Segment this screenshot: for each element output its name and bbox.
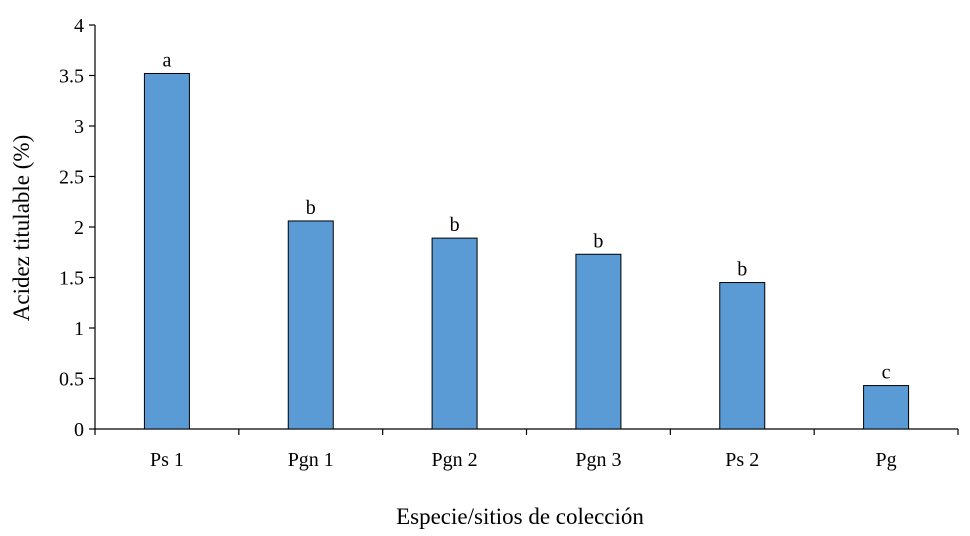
- y-axis: 0 0.5 1 1.5 2 2.5 3 3.5 4: [59, 15, 96, 441]
- significance-labels: a b b b b c: [162, 49, 890, 383]
- significance-letter: a: [162, 49, 171, 71]
- bar: [431, 237, 478, 430]
- x-category-label: Pgn 3: [575, 449, 621, 471]
- significance-letter: b: [593, 230, 603, 252]
- x-axis: Ps 1 Pgn 1 Pgn 2 Pgn 3 Ps 2 Pg: [94, 428, 959, 471]
- significance-letter: b: [306, 197, 316, 219]
- x-axis-title: Especie/sitios de colección: [396, 504, 644, 529]
- x-category-label: Ps 1: [150, 449, 184, 471]
- y-tick-label: 1: [74, 318, 84, 340]
- bar: [143, 72, 190, 430]
- x-category-label: Pgn 1: [288, 449, 334, 471]
- x-category-label: Pgn 2: [432, 449, 478, 471]
- y-tick-label: 3.5: [59, 66, 84, 88]
- significance-letter: b: [737, 259, 747, 281]
- significance-letter: c: [882, 362, 891, 384]
- y-tick-label: 1.5: [59, 268, 84, 290]
- y-tick-label: 4: [74, 15, 84, 37]
- y-axis-title: Acidez titulable (%): [9, 135, 34, 321]
- y-tick-label: 0.5: [59, 369, 84, 391]
- y-tick-label: 3: [74, 116, 84, 138]
- bar-series: [143, 72, 910, 430]
- x-category-label: Ps 2: [725, 449, 759, 471]
- y-tick-label: 2: [74, 217, 84, 239]
- bar: [287, 220, 334, 430]
- y-tick-label: 0: [74, 419, 84, 441]
- bar: [575, 253, 622, 430]
- x-category-label: Pg: [876, 449, 897, 471]
- bar: [719, 282, 766, 430]
- y-tick-label: 2.5: [59, 167, 84, 189]
- bar: [863, 385, 910, 430]
- significance-letter: b: [450, 214, 460, 236]
